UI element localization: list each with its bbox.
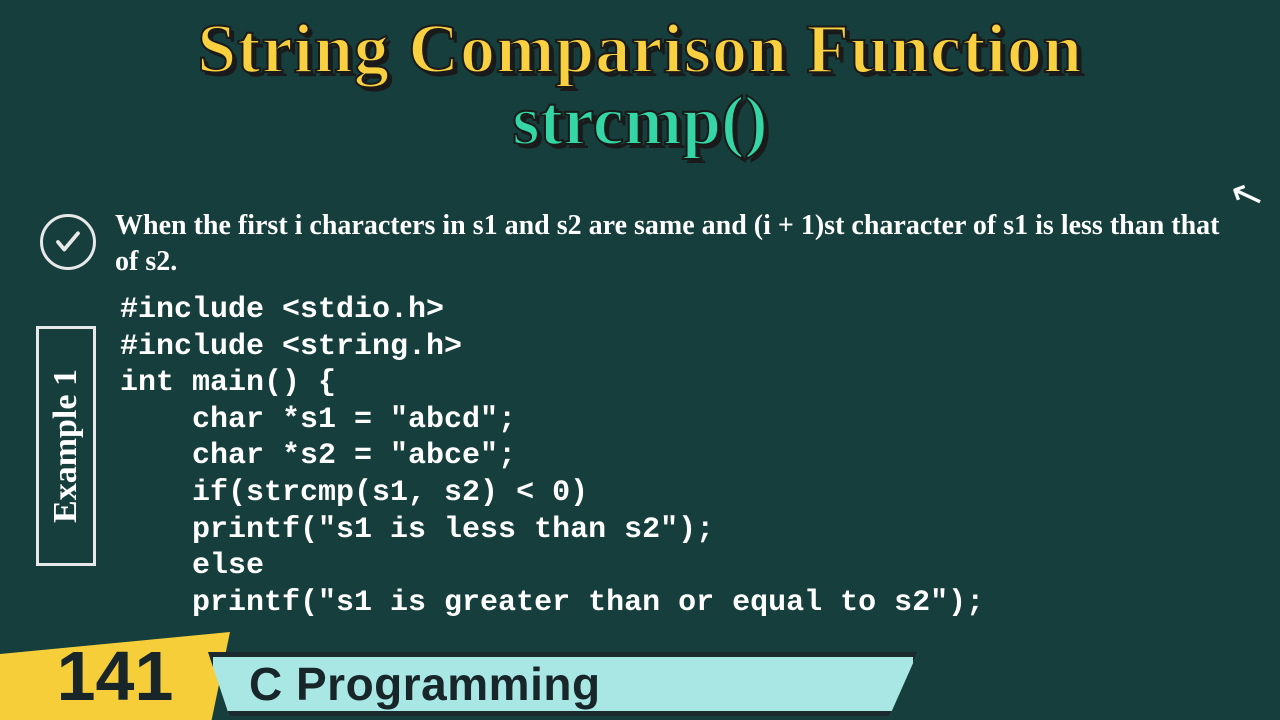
lesson-number: 141 — [0, 632, 230, 720]
example-label-box: Example 1 — [36, 326, 96, 566]
course-band: C Programming — [208, 652, 918, 716]
course-name: C Programming — [249, 657, 601, 711]
title-line1: String Comparison Function — [0, 10, 1280, 90]
code-block: #include <stdio.h> #include <string.h> i… — [120, 292, 984, 621]
example-label: Example 1 — [47, 369, 85, 523]
checkmark-icon — [40, 214, 96, 270]
title-line2: strcmp() — [0, 82, 1280, 162]
description-text: When the first i characters in s1 and s2… — [115, 208, 1240, 281]
title-area: String Comparison Function strcmp() — [0, 10, 1280, 162]
footer-bar: 141 C Programming — [0, 632, 918, 720]
